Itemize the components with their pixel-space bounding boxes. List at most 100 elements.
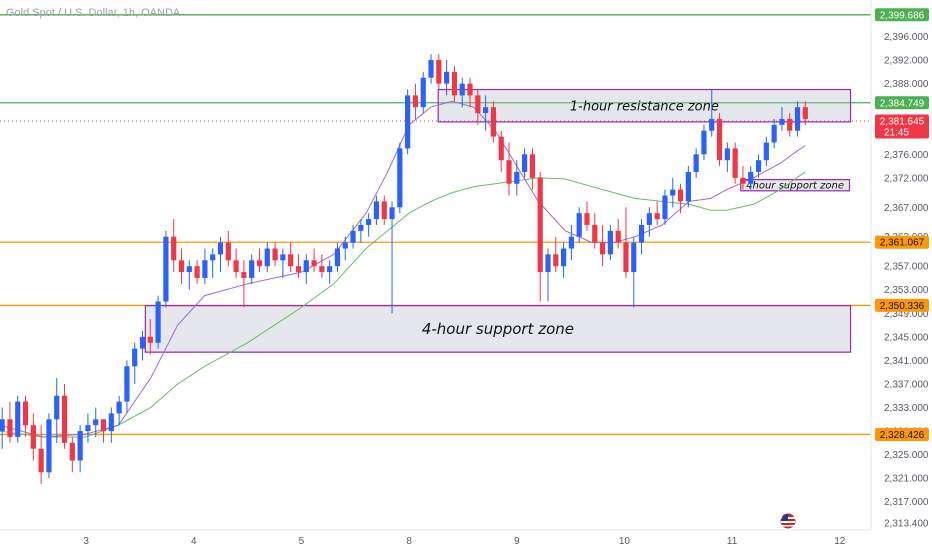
candle — [592, 213, 598, 249]
y-tick-label: 2,325.000 — [884, 450, 929, 461]
candle — [373, 195, 380, 225]
candle — [475, 89, 481, 125]
candle — [295, 254, 302, 278]
candle — [186, 260, 192, 290]
y-tick-label: 2,317.000 — [884, 497, 929, 508]
candle — [677, 183, 684, 214]
candle — [755, 154, 762, 178]
candle — [147, 319, 153, 355]
candle — [139, 330, 146, 361]
zone-box-2[interactable] — [144, 305, 852, 353]
y-tick-label: 2,345.000 — [884, 332, 929, 343]
candle — [155, 295, 161, 349]
candle — [405, 89, 411, 155]
candle — [779, 107, 785, 131]
candle — [763, 136, 769, 167]
zone-box-1[interactable] — [740, 179, 851, 192]
candle — [576, 207, 582, 243]
y-tick-label: 2,367.000 — [884, 203, 929, 214]
candle — [217, 236, 224, 273]
x-tick-label: 11 — [727, 536, 738, 547]
candle — [794, 101, 801, 137]
zone-label-1: 4hour support zone — [746, 181, 844, 192]
candle — [483, 95, 489, 131]
candle — [412, 83, 419, 119]
candle — [22, 395, 29, 437]
candle — [30, 413, 36, 461]
candle — [46, 413, 52, 479]
candle — [607, 224, 613, 261]
candle — [124, 360, 130, 414]
candle — [459, 77, 465, 108]
candle — [225, 230, 231, 267]
candle — [233, 248, 239, 278]
candle — [584, 201, 590, 231]
candle — [522, 148, 528, 178]
x-tick-label: 8 — [406, 536, 412, 547]
candle — [54, 378, 60, 443]
y-tick-label: 2,392.000 — [884, 56, 929, 67]
candle — [467, 77, 473, 108]
x-tick-label: 3 — [83, 536, 89, 547]
candle — [116, 395, 122, 426]
level-price-tag-1: 2,384.749 — [875, 96, 929, 110]
candle — [693, 148, 699, 178]
candle — [327, 260, 333, 284]
candle — [280, 248, 286, 278]
candle — [15, 395, 21, 443]
candle — [436, 54, 442, 90]
time-axis[interactable]: 3 4 5 8 9 10 11 12 — [83, 536, 845, 547]
candle — [506, 142, 512, 196]
y-tick-label: 2,313.400 — [884, 518, 929, 529]
y-tick-label: 2,337.000 — [884, 379, 929, 390]
candle — [545, 248, 551, 302]
svg-text:2,384.749: 2,384.749 — [880, 98, 925, 109]
ma-fast-line — [0, 100, 806, 438]
candle — [77, 425, 83, 473]
level-price-tag-0: 2,399.686 — [875, 8, 929, 22]
y-tick-label: 2,376.000 — [884, 150, 929, 161]
candle — [685, 166, 691, 208]
candle — [560, 242, 567, 278]
candle — [249, 254, 255, 284]
svg-text:2,328.426: 2,328.426 — [880, 430, 925, 441]
candle — [272, 242, 278, 267]
candle — [241, 260, 247, 308]
candle — [69, 436, 75, 473]
candle — [444, 60, 450, 96]
candle — [319, 254, 325, 278]
zone-label-0: 1-hour resistance zone — [570, 99, 719, 114]
candle — [537, 171, 543, 302]
y-tick-label: 2,372.000 — [884, 173, 929, 184]
candle — [631, 236, 637, 308]
y-tick-label: 2,349.000 — [884, 309, 929, 320]
candle — [802, 101, 808, 125]
candle — [451, 65, 458, 102]
candle — [490, 101, 497, 143]
candle — [311, 248, 317, 273]
y-tick-label: 2,353.000 — [884, 285, 929, 296]
candle — [428, 54, 434, 84]
candle — [670, 177, 676, 208]
level-price-tag-3: 2,350.336 — [875, 298, 929, 312]
x-tick-label: 4 — [191, 536, 197, 547]
candle — [568, 224, 574, 261]
candle — [381, 195, 387, 225]
candle — [288, 242, 294, 273]
candle — [716, 113, 723, 167]
candle — [256, 248, 263, 273]
moving-averages — [0, 100, 806, 438]
candle — [498, 130, 504, 172]
candle — [358, 219, 364, 243]
candle — [420, 71, 426, 114]
candle — [638, 219, 645, 255]
symbol-title: Gold Spot / U.S. Dollar, 1h, OANDA — [6, 7, 181, 19]
svg-text:2,350.336: 2,350.336 — [880, 301, 925, 312]
us-flag-icon[interactable] — [780, 513, 796, 529]
svg-text:2,361.067: 2,361.067 — [880, 238, 925, 249]
x-tick-label: 5 — [299, 536, 305, 547]
y-tick-label: 2,341.000 — [884, 356, 929, 367]
y-tick-label: 2,333.000 — [884, 403, 929, 414]
